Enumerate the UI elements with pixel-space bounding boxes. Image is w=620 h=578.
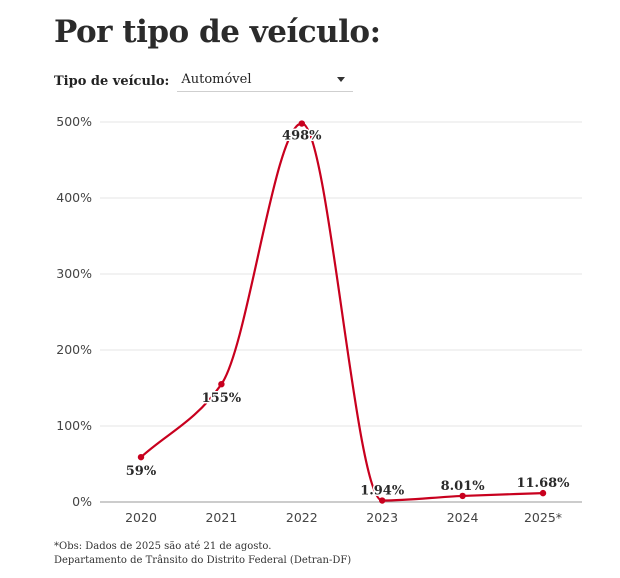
line-chart: 0% 100% 200% 300% 400% 500% 2020 2021 2022 2023 20… (56, 114, 582, 525)
data-label: 1.94% (360, 484, 405, 499)
data-label: 11.68% (516, 476, 570, 491)
y-tick-label: 200% (56, 342, 92, 357)
data-label: 498% (282, 129, 322, 144)
select-value: Automóvel (181, 72, 252, 87)
x-tick-label: 2024 (447, 510, 479, 525)
x-tick-label: 2023 (366, 510, 398, 525)
y-tick-label: 400% (56, 190, 92, 205)
data-label: 155% (202, 391, 242, 406)
x-tick-label: 2025* (524, 510, 562, 525)
data-label: 59% (126, 464, 157, 479)
y-tick-label: 500% (56, 114, 92, 129)
data-point (379, 497, 386, 504)
chevron-down-icon (337, 77, 346, 82)
series-line (139, 122, 545, 502)
y-tick-label: 300% (56, 266, 92, 281)
data-point (137, 453, 145, 461)
vehicle-type-select[interactable]: Automóvel (177, 70, 354, 92)
x-tick-label: 2021 (205, 510, 237, 525)
vehicle-type-filter: Tipo de veículo: Automóvel (54, 70, 354, 92)
y-tick-label: 100% (56, 418, 92, 433)
y-tick-label: 0% (72, 494, 92, 509)
footnote-source: Departamento de Trânsito do Distrito Fed… (54, 555, 352, 566)
page-title: Por tipo de veículo: (54, 14, 381, 50)
filter-label: Tipo de veículo: (54, 73, 170, 89)
x-tick-label: 2022 (286, 510, 318, 525)
data-point (218, 381, 225, 388)
data-label: 8.01% (441, 479, 486, 494)
footnote-note: *Obs: Dados de 2025 são até 21 de agosto… (54, 541, 272, 552)
footnote: *Obs: Dados de 2025 são até 21 de agosto… (54, 540, 351, 568)
data-point (539, 489, 547, 497)
x-tick-label: 2020 (125, 510, 157, 525)
data-point (459, 492, 466, 500)
data-point (298, 120, 305, 127)
